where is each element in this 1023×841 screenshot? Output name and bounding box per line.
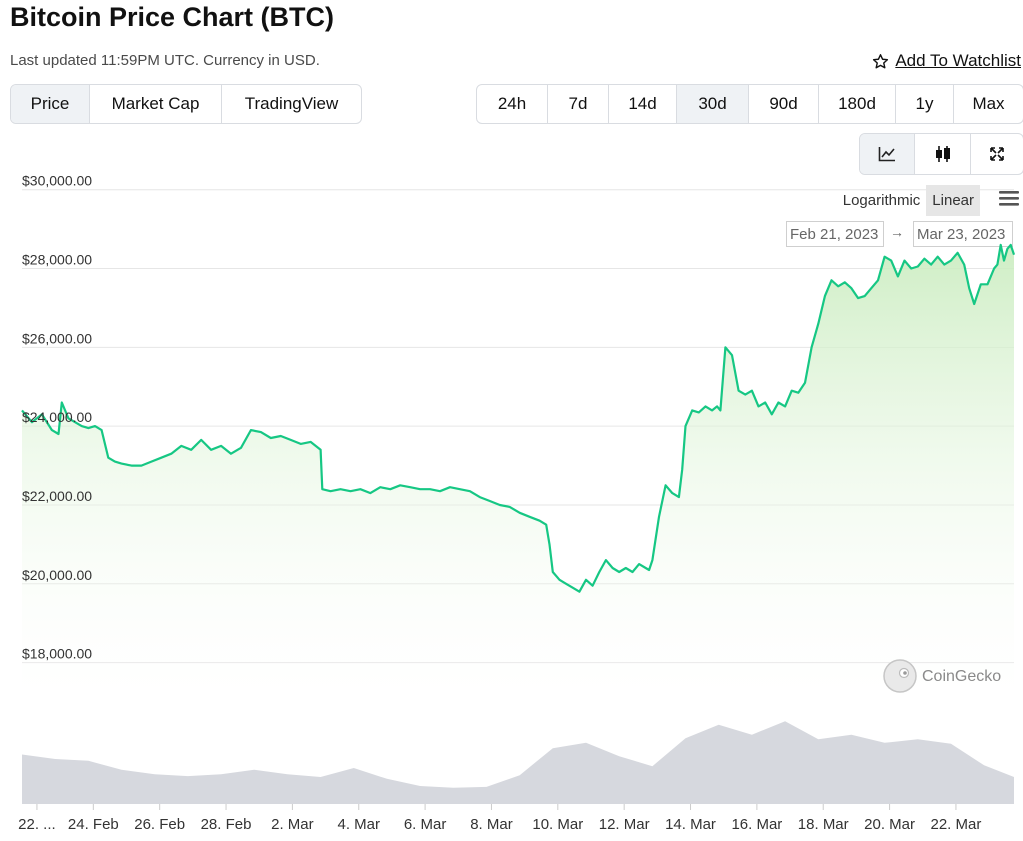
price-area	[22, 244, 1014, 702]
volume-area	[22, 721, 1014, 804]
candlestick-icon	[935, 146, 950, 162]
tab-market-cap[interactable]: Market Cap	[90, 85, 222, 123]
y-tick-label: $30,000.00	[22, 173, 92, 189]
view-tabs: Price Market Cap TradingView	[10, 84, 362, 124]
y-tick-label: $18,000.00	[22, 646, 92, 662]
x-tick-label: 16. Mar	[731, 816, 782, 833]
logarithmic-scale-option[interactable]: Logarithmic	[842, 192, 921, 209]
x-tick-label: 26. Feb	[134, 816, 185, 833]
range-7d-button[interactable]: 7d	[548, 85, 609, 123]
x-tick-label: 22. ...	[18, 816, 56, 833]
x-tick-label: 12. Mar	[599, 816, 650, 833]
x-tick-label: 18. Mar	[798, 816, 849, 833]
chart-menu-button[interactable]	[998, 189, 1020, 212]
time-range-tabs: 24h 7d 14d 30d 90d 180d 1y Max	[476, 84, 1023, 124]
range-90d-button[interactable]: 90d	[749, 85, 819, 123]
date-to-input[interactable]	[913, 221, 1013, 247]
range-30d-button[interactable]: 30d	[677, 85, 749, 123]
line-chart-button[interactable]	[860, 134, 915, 174]
line-chart-icon	[878, 147, 895, 162]
expand-icon	[990, 147, 1004, 161]
last-updated-text: Last updated 11:59PM UTC. Currency in US…	[10, 52, 320, 69]
x-tick-label: 8. Mar	[470, 816, 513, 833]
watchlist-label: Add To Watchlist	[895, 51, 1021, 70]
x-tick-label: 22. Mar	[931, 816, 982, 833]
date-from-input[interactable]	[786, 221, 884, 247]
y-tick-label: $26,000.00	[22, 330, 92, 346]
range-180d-button[interactable]: 180d	[819, 85, 896, 123]
range-14d-button[interactable]: 14d	[609, 85, 677, 123]
range-1y-button[interactable]: 1y	[896, 85, 954, 123]
x-tick-label: 20. Mar	[864, 816, 915, 833]
price-line	[21, 243, 1016, 593]
range-24h-button[interactable]: 24h	[477, 85, 548, 123]
tab-price[interactable]: Price	[11, 85, 90, 123]
chart-type-toggle	[859, 133, 1023, 175]
coingecko-watermark-label: CoinGecko	[922, 668, 1001, 685]
star-outline-icon	[873, 53, 889, 68]
coingecko-logo-icon	[883, 659, 917, 693]
x-tick-label: 28. Feb	[201, 816, 252, 833]
hamburger-menu-icon	[999, 191, 1019, 206]
x-tick-label: 14. Mar	[665, 816, 716, 833]
range-max-button[interactable]: Max	[972, 94, 1005, 113]
x-tick-label: 4. Mar	[337, 816, 380, 833]
tab-tradingview[interactable]: TradingView	[244, 94, 339, 113]
x-tick-label: 2. Mar	[271, 816, 314, 833]
add-to-watchlist-link[interactable]: Add To Watchlist	[872, 51, 1021, 71]
date-range-arrow: →	[890, 224, 904, 240]
y-tick-label: $24,000.00	[22, 409, 92, 425]
x-tick-label: 10. Mar	[532, 816, 583, 833]
y-tick-label: $22,000.00	[22, 488, 92, 504]
x-tick-label: 6. Mar	[404, 816, 447, 833]
y-tick-label: $20,000.00	[22, 567, 92, 583]
fullscreen-button[interactable]	[971, 134, 1023, 174]
y-tick-label: $28,000.00	[22, 252, 92, 268]
x-tick-label: 24. Feb	[68, 816, 119, 833]
page-title: Bitcoin Price Chart (BTC)	[10, 2, 335, 32]
candlestick-chart-button[interactable]	[915, 134, 971, 174]
coingecko-watermark: CoinGecko	[883, 659, 1001, 693]
